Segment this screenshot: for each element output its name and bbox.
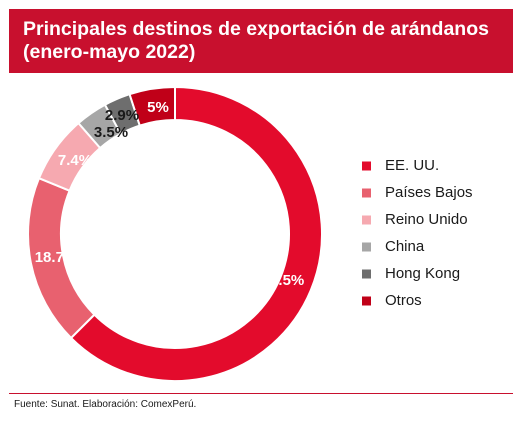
chart-title-line-2: (enero-mayo 2022): [23, 41, 196, 63]
donut-slices: [27, 85, 323, 382]
legend-swatch-3: [362, 242, 371, 252]
legend-swatch-5: [362, 296, 371, 306]
slice-value-label-3: 3.5%: [94, 124, 128, 141]
legend-swatch-4: [362, 269, 371, 279]
legend: EE. UU. Países Bajos Reino Unido China Hong …: [362, 157, 473, 309]
slice-value-label-1: 18.7%: [35, 249, 78, 266]
legend-label-5: Otros: [385, 292, 422, 309]
donut-slice-5: [128, 85, 176, 127]
slice-value-label-2: 7.4%: [58, 152, 92, 169]
legend-label-2: Reino Unido: [385, 211, 468, 228]
source-note: Fuente: Sunat. Elaboración: ComexPerú.: [14, 399, 197, 410]
slice-labels: 62.5% 18.7% 7.4%3.5%2.9% 5%: [35, 99, 305, 289]
legend-swatch-0: [362, 161, 371, 171]
legend-swatch-2: [362, 215, 371, 225]
donut-slice-0: [69, 85, 323, 382]
chart-title: Principales destinos de exportación de a…: [9, 9, 513, 73]
legend-label-4: Hong Kong: [385, 265, 460, 282]
legend-label-1: Países Bajos: [385, 184, 473, 201]
legend-swatch-1: [362, 188, 371, 198]
legend-label-0: EE. UU.: [385, 157, 439, 174]
chart-title-line-1: Principales destinos de exportación de a…: [23, 18, 489, 40]
slice-value-label-0: 62.5%: [262, 272, 305, 289]
footer-divider: [9, 393, 513, 394]
legend-label-3: China: [385, 238, 425, 255]
slice-value-label-5: 5%: [147, 99, 169, 116]
slice-value-label-4: 2.9%: [105, 107, 139, 124]
